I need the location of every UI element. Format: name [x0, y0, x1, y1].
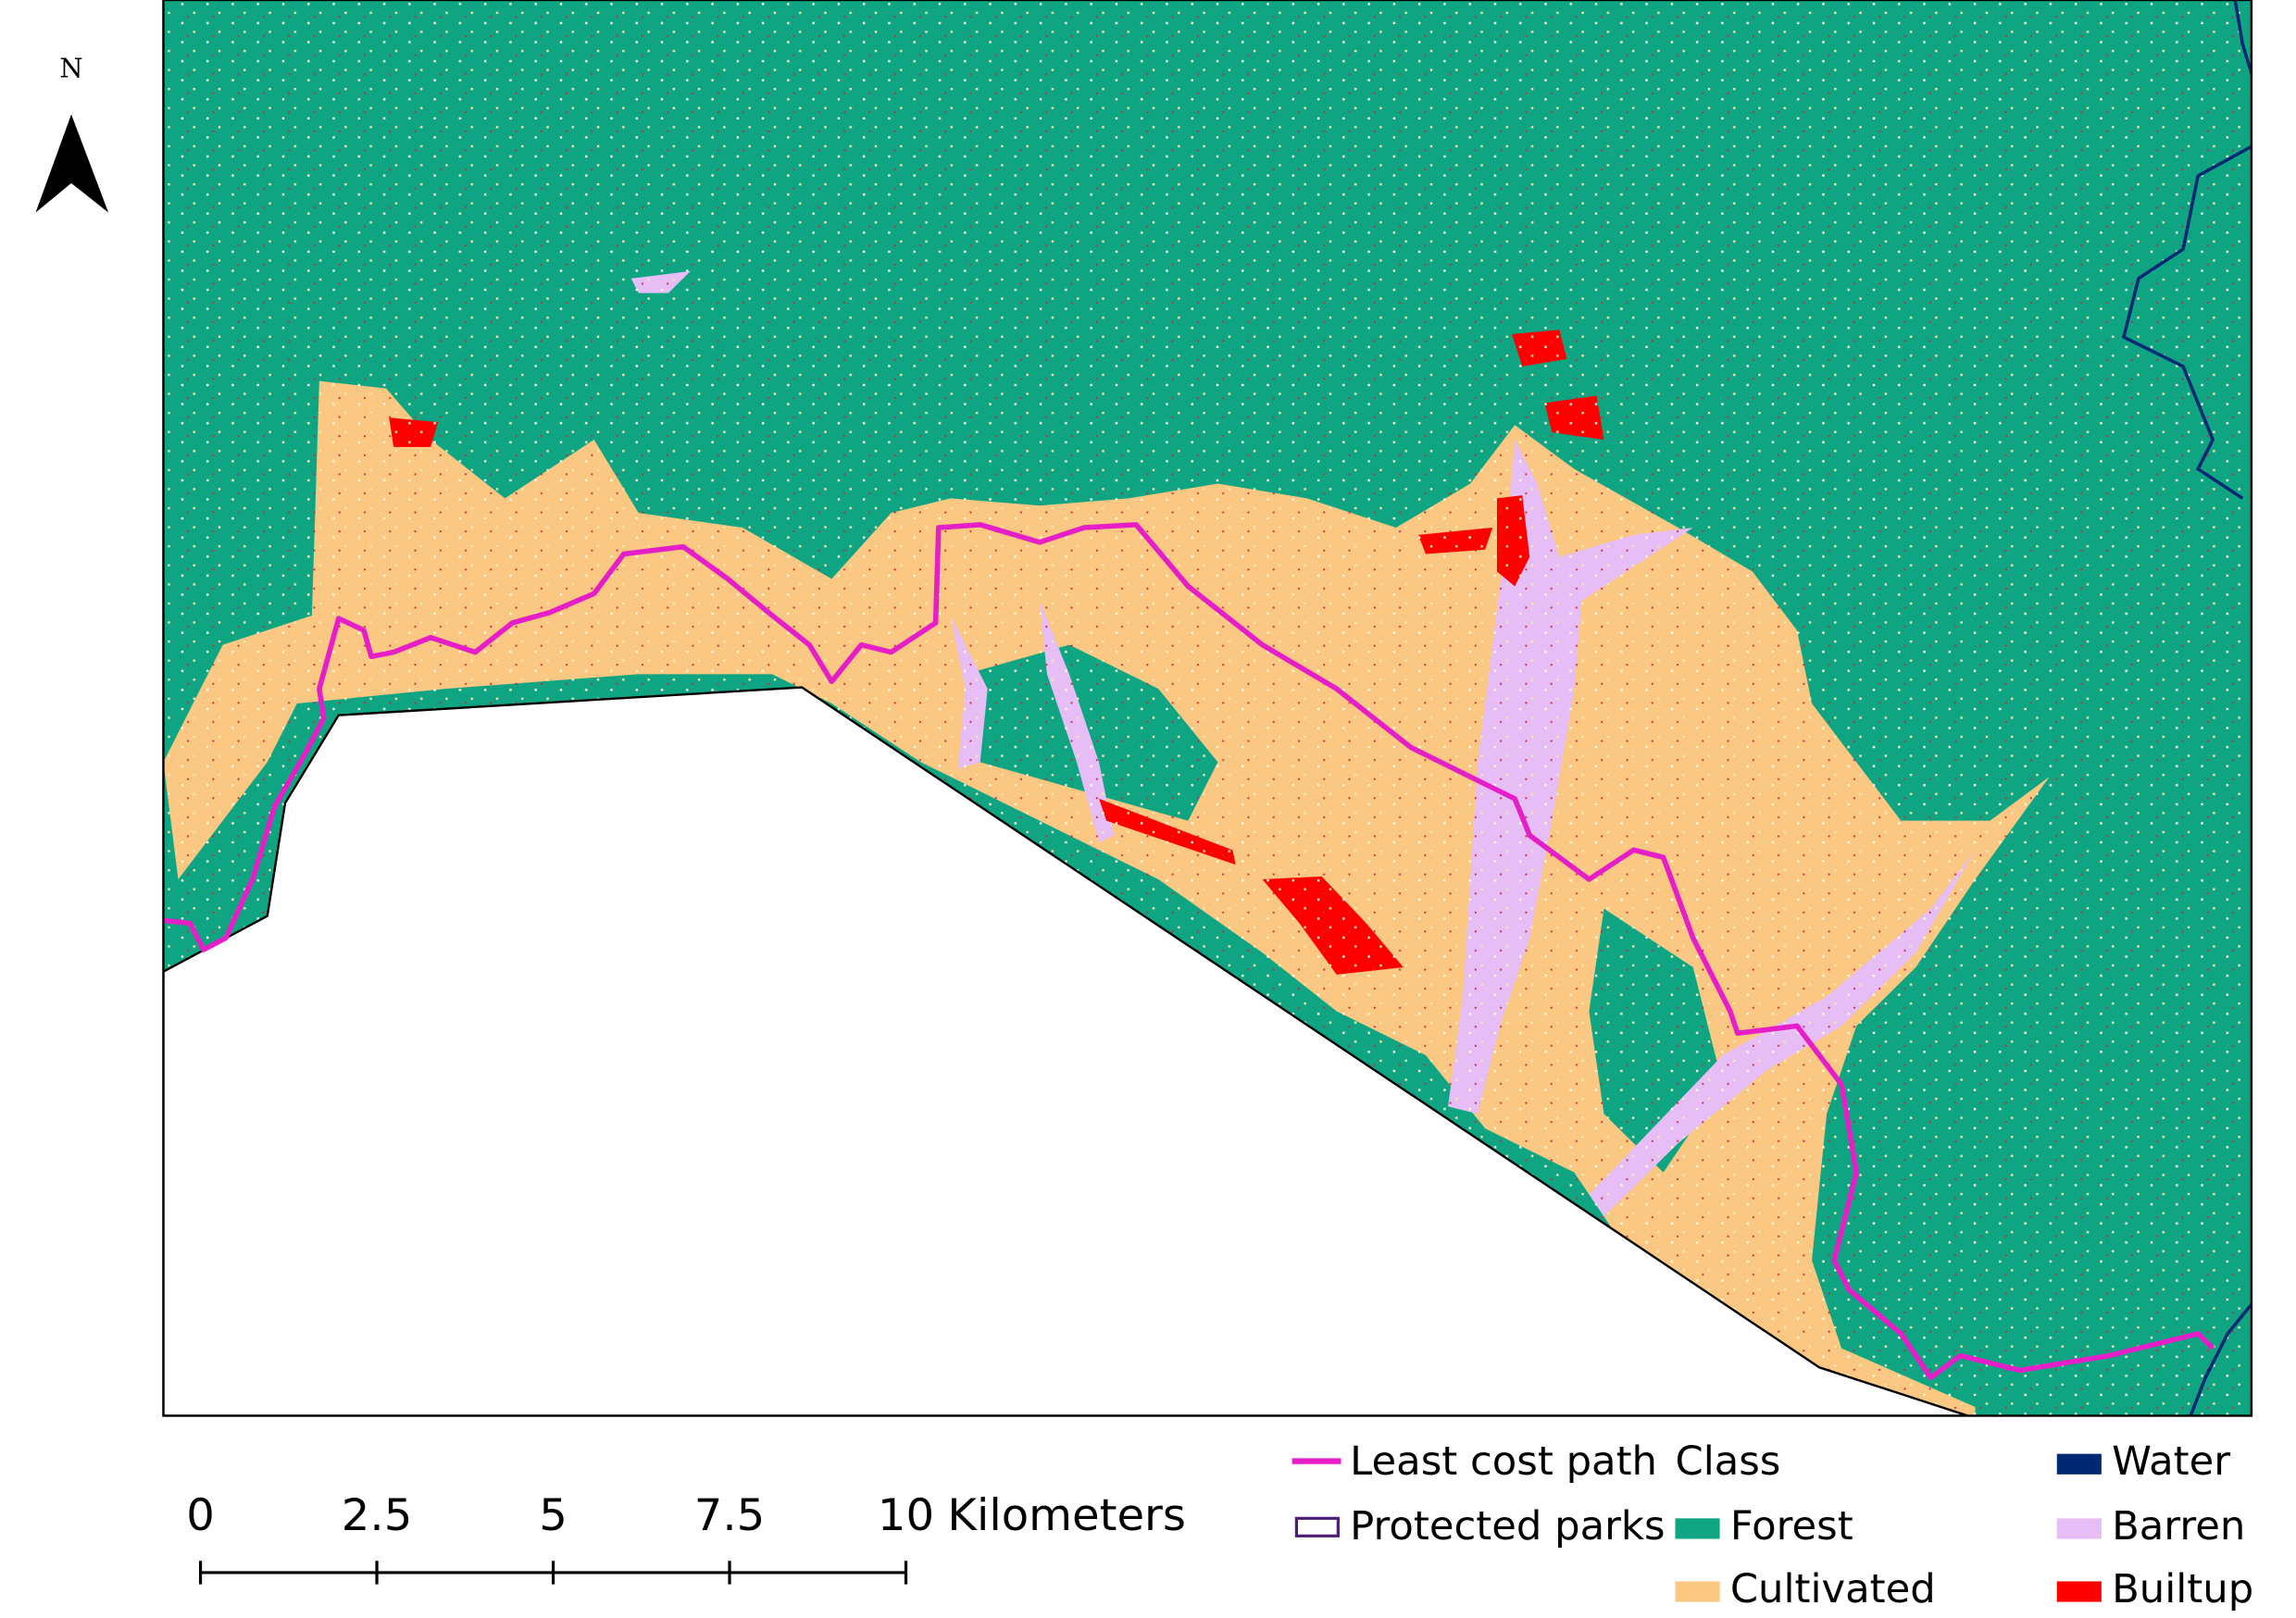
north-arrow — [35, 114, 109, 213]
legend-title: Class — [1675, 1438, 1780, 1485]
legend-swatch — [2056, 1581, 2102, 1602]
north-label: N — [59, 53, 82, 84]
scale-bar-label: 0 — [186, 1491, 215, 1542]
legend-label: Water — [2112, 1438, 2230, 1485]
legend-swatch — [1675, 1518, 1720, 1539]
legend-swatch — [1675, 1581, 1720, 1602]
legend-label: Builtup — [2112, 1566, 2253, 1612]
legend-swatch — [2056, 1453, 2102, 1475]
scale-bar-label: 5 — [539, 1491, 568, 1542]
map-frame — [162, 0, 2253, 1417]
scale-bar-unit: Kilometers — [947, 1491, 1185, 1542]
outside-study-area — [163, 686, 1968, 1416]
scale-bar-label: 7.5 — [694, 1491, 766, 1542]
legend-label: Protected parks — [1350, 1503, 1665, 1550]
legend-label: Least cost path — [1350, 1438, 1657, 1485]
least-cost-path — [163, 522, 2215, 1381]
map-area — [163, 0, 2252, 1416]
scale-bar-label: 10 — [878, 1491, 934, 1542]
legend-parks-symbol — [1294, 1516, 1340, 1537]
river — [2121, 0, 2252, 1416]
legend-label: Forest — [1730, 1503, 1853, 1550]
legend-label: Barren — [2112, 1503, 2245, 1550]
legend-swatch — [2056, 1518, 2102, 1539]
legend-label: Cultivated — [1730, 1566, 1936, 1612]
scale-bar-label: 2.5 — [342, 1491, 413, 1542]
